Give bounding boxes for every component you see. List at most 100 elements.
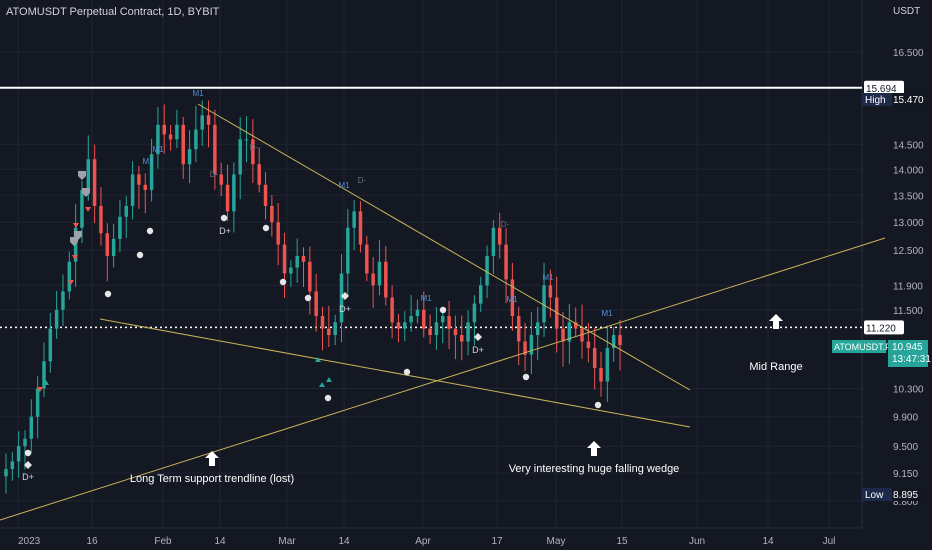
candle-body [441, 316, 445, 323]
dplus-label: D+ [22, 472, 34, 482]
dplus-label: D+ [219, 226, 231, 236]
candle-body [111, 238, 116, 256]
candle-body [225, 184, 230, 212]
candle-body [358, 211, 363, 245]
wedge-annotation: Very interesting huge falling wedge [509, 463, 680, 475]
up-arrow-icon [769, 314, 783, 329]
dplus-label: D+ [339, 304, 351, 314]
last-price-tag-bg [888, 340, 928, 367]
signal-dot [403, 368, 411, 376]
sell-triangle [73, 223, 79, 228]
candle-body [586, 341, 591, 349]
signal-dot [104, 290, 112, 298]
time-tick-label: 14 [338, 536, 350, 547]
candle-body [10, 461, 15, 470]
candle-body [168, 134, 173, 140]
candle-body [130, 174, 135, 206]
candle-body [124, 205, 129, 217]
candle-body [308, 261, 312, 292]
candle-body [270, 205, 274, 223]
signal-dot [279, 278, 287, 286]
time-tick-label: 14 [214, 536, 226, 547]
candle-body [263, 184, 268, 206]
buy-triangle [315, 357, 321, 362]
candle-body [611, 335, 616, 349]
candle-body [567, 322, 572, 342]
signal-dot [324, 394, 332, 402]
low-label: Low [865, 490, 884, 501]
candle-body [491, 227, 496, 256]
candle-body [213, 124, 217, 175]
candle-body [333, 322, 337, 336]
high-value-bg [892, 93, 924, 106]
candle-body [42, 361, 46, 389]
countdown-value: 13:47:31 [892, 354, 931, 365]
candle-body [352, 211, 356, 228]
candle-body [162, 124, 166, 135]
support-annotation: Long Term support trendline (lost) [130, 473, 294, 485]
sell-triangle [85, 207, 91, 212]
sell-triangle [68, 280, 74, 285]
time-tick-label: May [547, 536, 566, 547]
price-tick-label: 9.150 [893, 469, 918, 480]
candle-body [137, 174, 141, 185]
price-tick-label: 11.500 [893, 306, 923, 317]
wedge-lower-trendline [99, 318, 691, 428]
candle-body [371, 273, 375, 286]
candle-body [61, 291, 65, 310]
candle-body [580, 328, 584, 342]
candle-body [48, 328, 53, 362]
candle-body [428, 328, 432, 336]
candle-body [86, 159, 91, 191]
candle-body [542, 285, 546, 323]
signal-dot [136, 251, 144, 259]
time-tick-label: Feb [154, 536, 172, 547]
m1-label: M1 [420, 294, 432, 303]
time-tick-label: Jun [689, 536, 705, 547]
candle-body [232, 174, 236, 212]
time-tick-label: 15 [616, 536, 628, 547]
candle-body [67, 261, 72, 292]
candle-body [529, 335, 534, 355]
up-arrow-icon [587, 441, 601, 456]
candle-body [460, 335, 464, 342]
m1-label: M1 [142, 157, 154, 166]
shield-marker [70, 237, 78, 246]
candle-body [23, 438, 27, 447]
candle-body [618, 335, 622, 346]
level-tag-15694: 15.694 [866, 84, 897, 95]
candle-body [384, 261, 388, 298]
candle-body [143, 184, 147, 191]
time-tick-label: 14 [762, 536, 774, 547]
shield-marker [82, 188, 90, 197]
signal-dot [522, 373, 530, 381]
m1-label: M1 [152, 145, 164, 154]
candle-body [16, 446, 21, 462]
candle-body [504, 244, 508, 280]
candle-body [365, 244, 369, 274]
candle-body [289, 267, 293, 274]
candle-body [466, 322, 470, 342]
m1-label: M1 [192, 89, 204, 98]
buy-triangle [319, 382, 325, 387]
price-tick-label: 16.500 [893, 48, 924, 59]
signal-dot [220, 214, 228, 222]
dplus-label: D+ [472, 345, 484, 355]
m1-label: M1 [542, 273, 554, 282]
candle-body [99, 205, 103, 234]
candle-body [396, 322, 401, 329]
candle-body [516, 316, 521, 342]
candle-body [346, 227, 350, 274]
dminus-label: D- [501, 220, 510, 229]
candle-body [175, 124, 179, 140]
candle-body [282, 244, 287, 274]
chart-title: ATOMUSDT Perpetual Contract, 1D, BYBIT [6, 6, 220, 18]
candle-body [276, 222, 280, 245]
candle-body [187, 149, 192, 165]
candle-body [219, 174, 223, 185]
m1-label: M1 [506, 295, 518, 304]
price-tick-label: 13.000 [893, 218, 924, 229]
dminus-label: D- [358, 176, 367, 185]
